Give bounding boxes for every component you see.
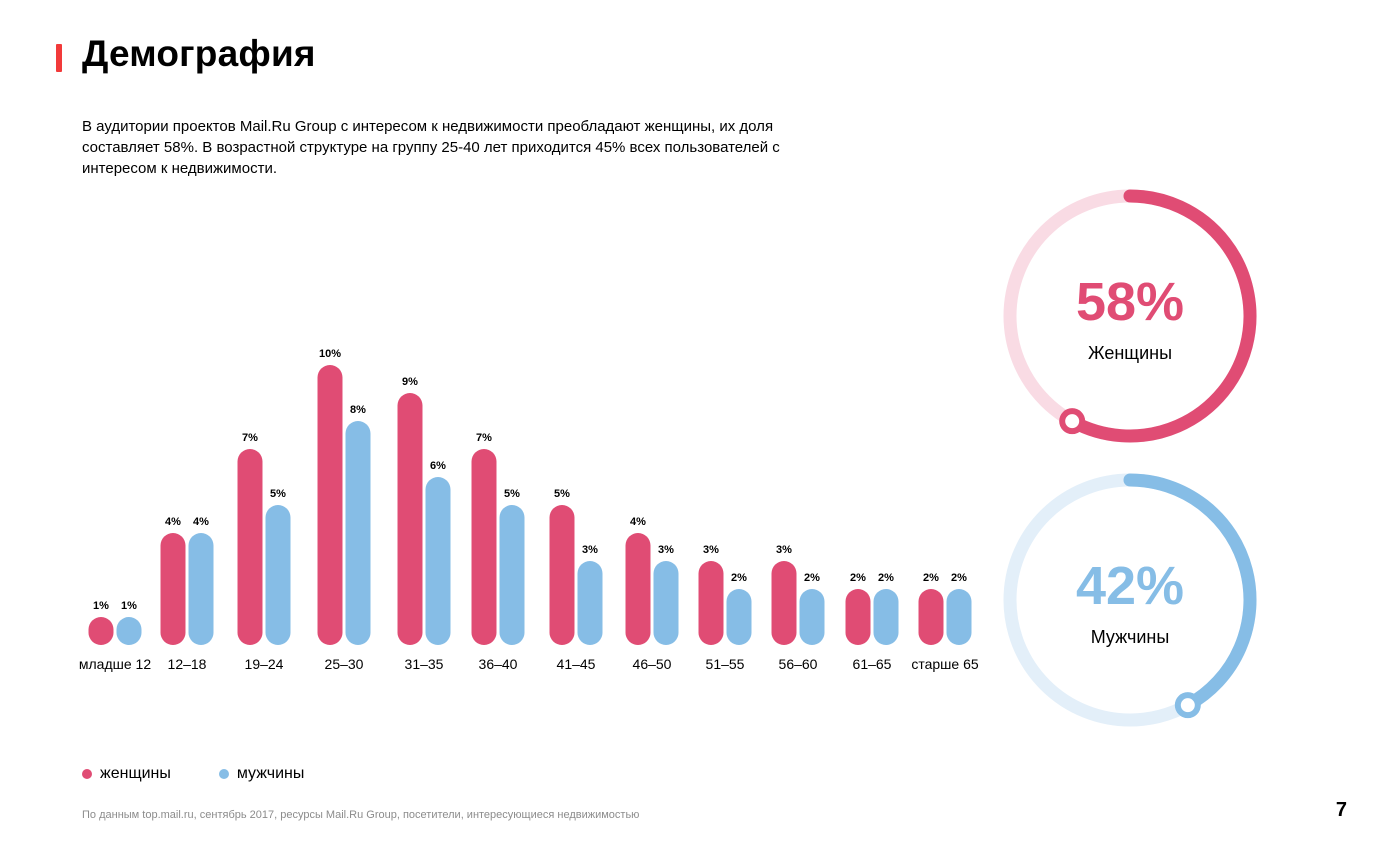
bar-women	[317, 365, 343, 645]
category-label: младше 12	[79, 656, 151, 672]
bar-men	[188, 533, 214, 645]
bar-men	[499, 505, 525, 645]
bar-value-label: 4%	[193, 516, 209, 528]
bar-value-label: 2%	[923, 572, 939, 584]
bar-men	[653, 561, 679, 645]
bar-value-label: 5%	[554, 488, 570, 500]
bar-value-label: 5%	[270, 488, 286, 500]
page-number: 7	[1335, 799, 1347, 821]
bar-men	[799, 589, 825, 645]
bar-men	[345, 421, 371, 645]
bar-women	[771, 561, 797, 645]
age-bar-chart: 1% 1% младше 12 4% 4% 12–18 7% 5% 19–24 10% 8% 25–3…	[79, 348, 979, 672]
donut-end-marker-women	[1059, 408, 1086, 435]
bar-value-label: 3%	[582, 544, 598, 556]
bar-women	[698, 561, 724, 645]
legend-item-men: мужчины	[218, 765, 305, 783]
bar-women	[237, 449, 263, 645]
category-label: 25–30	[325, 656, 364, 672]
donut-arc-men	[1123, 473, 1257, 712]
category-label: старше 65	[911, 656, 979, 672]
bar-men	[116, 617, 142, 645]
bar-men	[946, 589, 972, 645]
bar-value-label: 7%	[242, 432, 258, 444]
bar-value-label: 9%	[402, 376, 418, 388]
bar-value-label: 4%	[165, 516, 181, 528]
bar-value-label: 2%	[951, 572, 967, 584]
donut-arc-women	[1065, 189, 1257, 443]
category-label: 56–60	[779, 656, 818, 672]
bar-men	[577, 561, 603, 645]
category-label: 19–24	[245, 656, 284, 672]
bar-value-label: 2%	[878, 572, 894, 584]
bar-value-label: 2%	[804, 572, 820, 584]
bar-women	[625, 533, 651, 645]
bar-value-label: 8%	[350, 404, 366, 416]
bar-women	[549, 505, 575, 645]
bar-value-label: 3%	[703, 544, 719, 556]
bar-men	[425, 477, 451, 645]
bar-value-label: 4%	[630, 516, 646, 528]
chart-legend: женщины мужчины	[82, 765, 304, 783]
donut-percent-men: 42%	[1076, 556, 1184, 616]
bar-women	[918, 589, 944, 645]
category-label: 46–50	[633, 656, 672, 672]
bar-value-label: 10%	[319, 348, 341, 360]
donut-caption-men: Мужчины	[1091, 627, 1170, 647]
intro-text: В аудитории проектов Mail.Ru Group с инт…	[82, 118, 780, 177]
bar-men	[873, 589, 899, 645]
bar-value-label: 1%	[121, 600, 137, 612]
legend-label-men: мужчины	[236, 765, 305, 782]
bar-value-label: 2%	[850, 572, 866, 584]
bar-women	[845, 589, 871, 645]
category-label: 61–65	[853, 656, 892, 672]
bar-women	[471, 449, 497, 645]
bar-men	[726, 589, 752, 645]
bar-value-label: 3%	[776, 544, 792, 556]
bar-value-label: 2%	[731, 572, 747, 584]
bar-men	[265, 505, 291, 645]
category-label: 51–55	[706, 656, 745, 672]
category-label: 36–40	[479, 656, 518, 672]
category-label: 41–45	[557, 656, 596, 672]
category-label: 12–18	[168, 656, 207, 672]
page-title: Демография	[82, 33, 316, 74]
bar-women	[88, 617, 114, 645]
bar-value-label: 7%	[476, 432, 492, 444]
donut-percent-women: 58%	[1076, 272, 1184, 332]
legend-label-women: женщины	[100, 765, 171, 782]
gender-donut-charts: 58% Женщины 42% Мужчины	[1003, 189, 1257, 727]
bar-value-label: 6%	[430, 460, 446, 472]
bar-value-label: 1%	[93, 600, 109, 612]
donut-end-marker-men	[1174, 692, 1201, 719]
source-footnote: По данным top.mail.ru, сентябрь 2017, ре…	[82, 809, 640, 821]
category-label: 31–35	[405, 656, 444, 672]
legend-dot-men	[218, 769, 229, 779]
bar-women	[160, 533, 186, 645]
title-accent-bar	[56, 44, 62, 72]
donut-caption-women: Женщины	[1088, 343, 1172, 363]
legend-dot-women	[82, 769, 92, 779]
bar-value-label: 5%	[504, 488, 520, 500]
bar-value-label: 3%	[658, 544, 674, 556]
legend-item-women: женщины	[82, 765, 171, 783]
bar-women	[397, 393, 423, 645]
